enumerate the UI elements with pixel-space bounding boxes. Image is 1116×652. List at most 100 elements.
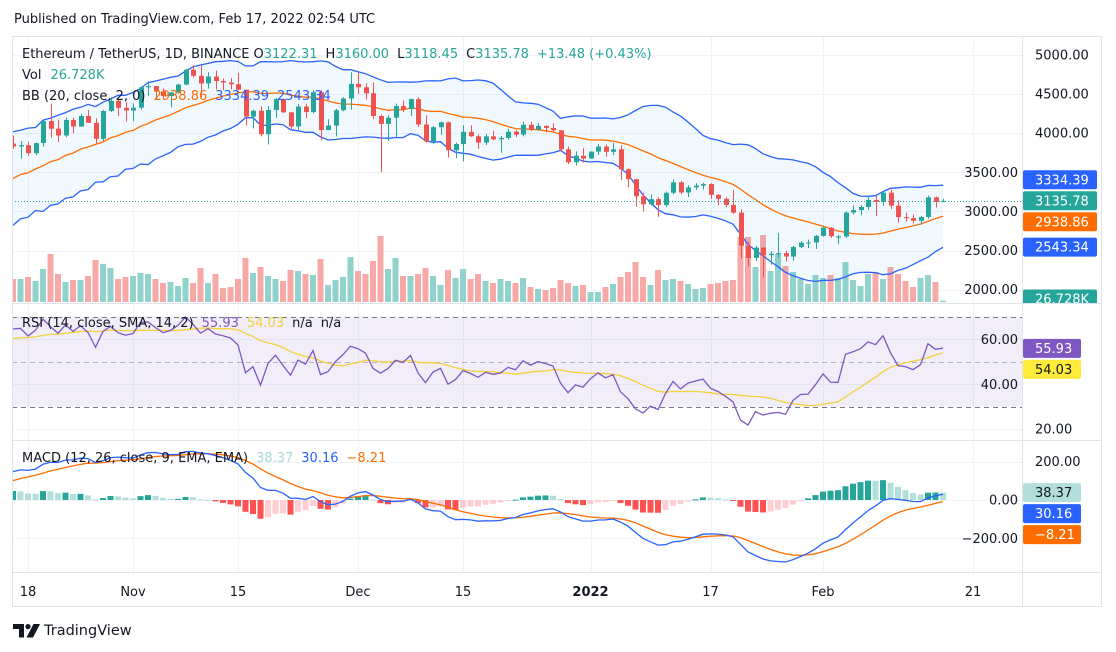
bb-title[interactable]: BB (20, close, 2, 0)	[22, 89, 146, 104]
candle	[424, 115, 429, 143]
candle	[319, 90, 324, 141]
candle-body	[431, 127, 436, 142]
volume-bar	[422, 268, 429, 302]
macd-axis[interactable]: 200.00 38.37 30.16 −8.21	[1023, 455, 1081, 545]
macd-histogram-bar	[355, 496, 361, 500]
macd-histogram-bar	[617, 499, 624, 504]
candle	[214, 70, 219, 90]
candle	[551, 123, 556, 132]
macd-histogram-bar	[835, 490, 841, 500]
volume-bar	[797, 279, 804, 302]
candle-body	[319, 92, 324, 131]
axis-badge-text: 26.728K	[1035, 293, 1089, 308]
candle-body	[161, 91, 166, 97]
macd-histogram-bar	[370, 499, 376, 501]
volume-bar	[812, 275, 819, 302]
candle-body	[941, 200, 946, 202]
price-tick-label: 2000.00	[964, 283, 1018, 298]
candle-body	[221, 81, 226, 83]
axis-badge-background	[1023, 483, 1081, 503]
candle-body	[12, 143, 16, 147]
candle	[191, 65, 196, 78]
rsi-value: 55.93	[201, 316, 239, 331]
candle-body	[851, 210, 856, 213]
volume-bar	[902, 281, 909, 302]
candle-body	[371, 93, 376, 117]
bb-legend-row: BB (20, close, 2, 0) 2938.86 3334.39 254…	[22, 86, 652, 107]
candle	[101, 109, 106, 142]
candle	[49, 103, 54, 138]
volume-bar	[115, 279, 121, 302]
volume-bar	[325, 285, 331, 302]
axis-badge-background	[1023, 525, 1081, 545]
macd-title[interactable]: MACD (12, 26, close, 9, EMA, EMA)	[22, 451, 249, 466]
price-axis[interactable]: 5000.00 4500.00 4000.00 26.728K 3135.78 3334.…	[1023, 49, 1097, 309]
candle	[64, 117, 69, 138]
volume-bar	[227, 287, 234, 302]
price-pane[interactable]: 2000.00 2500.00 3000.00 3500.00	[10, 59, 1022, 303]
volume-bar	[700, 288, 706, 302]
macd-histogram-bar	[632, 499, 639, 510]
candle	[176, 83, 181, 94]
volume-title[interactable]: Vol	[22, 68, 42, 83]
chart-frame	[12, 36, 1102, 607]
ohlc-high-value: 3160.00	[335, 47, 390, 62]
candle-body	[34, 143, 39, 154]
macd-histogram-bar	[760, 499, 766, 513]
macd-histogram-bar	[820, 491, 826, 500]
candle	[454, 142, 459, 159]
macd-histogram-bar	[212, 499, 219, 502]
macd-histogram-bar	[917, 494, 924, 500]
candle	[784, 250, 789, 262]
volume-bar	[565, 283, 571, 302]
axis-badge-text: 2543.34	[1035, 241, 1089, 256]
macd-signal-line	[12, 453, 944, 556]
rsi-legend-row: RSI (14, close, SMA, 14, 2) 55.93 54.03 …	[22, 313, 341, 334]
rsi-title[interactable]: RSI (14, close, SMA, 14, 2)	[22, 316, 194, 331]
candle-body	[71, 119, 76, 127]
volume-bar	[340, 277, 346, 302]
candle	[739, 209, 744, 259]
macd-histogram-bar	[775, 499, 781, 510]
volume-bar	[62, 282, 69, 302]
rsi-axis[interactable]: 20.00 55.93 54.03	[1023, 338, 1081, 438]
macd-histogram-bar	[17, 491, 24, 500]
candle	[289, 111, 294, 130]
volume-bar	[482, 281, 489, 302]
candle	[904, 212, 909, 222]
macd-tick-label: 200.00	[1035, 455, 1081, 470]
macd-histogram-bar	[47, 491, 54, 500]
volume-bar	[917, 278, 924, 302]
candle	[484, 133, 489, 145]
volume-bar	[407, 276, 414, 302]
candle	[94, 118, 99, 144]
macd-histogram-bar	[602, 499, 609, 502]
volume-bar	[670, 279, 676, 302]
macd-histogram-bar	[175, 498, 181, 500]
volume-bar	[302, 274, 309, 302]
volume-bar	[932, 282, 939, 302]
candle-body	[934, 197, 939, 202]
macd-histogram-bar	[137, 496, 144, 500]
macd-histogram-bar	[25, 493, 31, 500]
volume-bar	[520, 278, 526, 302]
candle	[26, 141, 31, 156]
macd-pane[interactable]: −200.00 0.00	[10, 450, 1018, 563]
tradingview-logo[interactable]: TradingView	[13, 621, 132, 641]
price-tick-label: 3500.00	[964, 166, 1018, 181]
rsi-pane[interactable]: 40.00 60.00	[12, 316, 1022, 427]
ohlc-close-key: C	[466, 47, 476, 62]
volume-bar	[392, 258, 399, 302]
candle-body	[904, 217, 909, 219]
candle-body	[439, 122, 444, 128]
candle	[769, 251, 774, 265]
candle-body	[619, 149, 624, 170]
candle-body	[776, 253, 781, 255]
candle	[401, 100, 406, 113]
time-axis[interactable]: 18 Nov 15 Dec 15 2022 17 Feb 21	[20, 585, 982, 600]
macd-histogram-bar	[580, 499, 586, 506]
symbol-title[interactable]: Ethereum / TetherUS, 1D, BINANCE	[22, 47, 250, 62]
rsi-tick-label: 20.00	[1035, 423, 1072, 438]
volume-bar	[842, 262, 849, 302]
